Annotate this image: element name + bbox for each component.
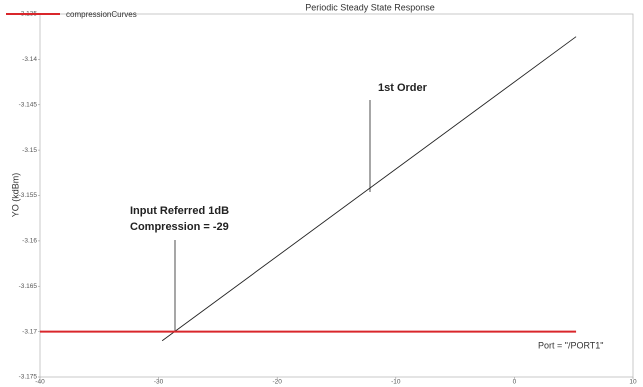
y-tick-label: -3.165 (19, 283, 38, 290)
y-tick-label: -3.145 (19, 101, 38, 108)
y-tick-label: -3.17 (22, 328, 37, 335)
x-tick-label: -10 (391, 379, 401, 386)
y-tick-label: -3.14 (22, 56, 37, 63)
annotation: Input Referred 1dB (130, 205, 229, 217)
x-tick-label: 0 (513, 379, 517, 386)
y-tick-label: -3.16 (22, 238, 37, 245)
x-tick-label: -20 (272, 379, 282, 386)
reference-line (161, 36, 577, 342)
x-tick-label: -40 (35, 379, 45, 386)
annotation: Compression = -29 (130, 221, 229, 233)
x-tick-label: 10 (629, 379, 637, 386)
y-tick-label: -3.155 (19, 192, 38, 199)
annotation: Port = "/PORT1" (538, 340, 604, 350)
chart-title: Periodic Steady State Response (305, 2, 435, 12)
y-tick-label: -3.15 (22, 147, 37, 154)
annotation: 1st Order (378, 82, 428, 94)
plot-frame (39, 13, 634, 378)
legend-label: compressionCurves (66, 10, 137, 19)
y-axis-label: YO (kdBm) (10, 173, 20, 218)
x-tick-label: -30 (154, 379, 164, 386)
y-tick-label: -3.175 (19, 374, 38, 381)
